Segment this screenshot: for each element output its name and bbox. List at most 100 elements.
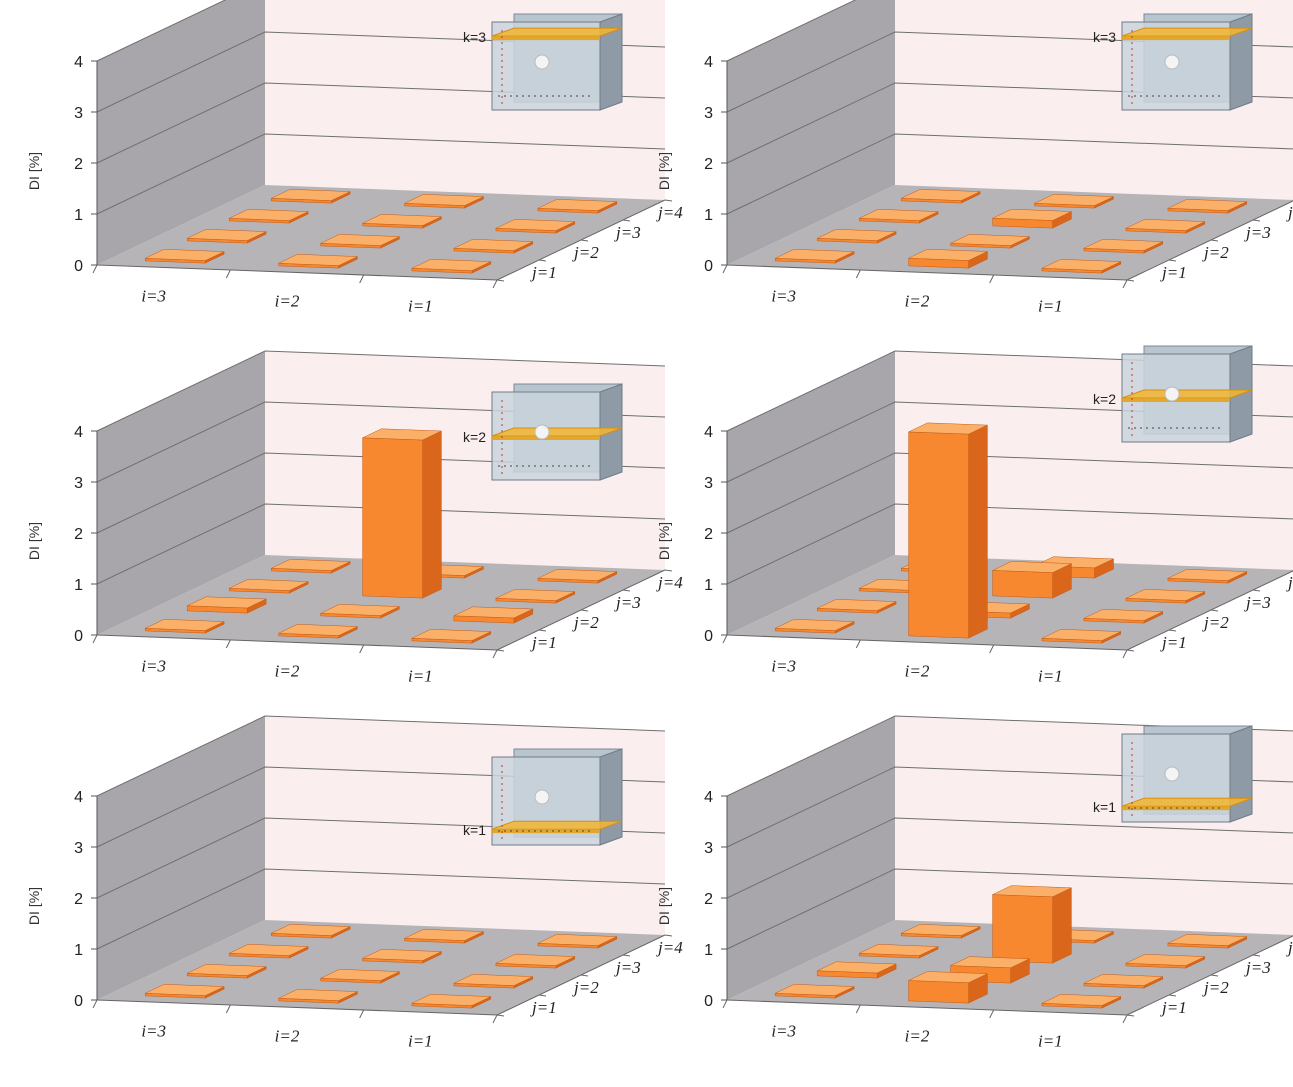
x-tick-mark [92, 634, 98, 644]
bar [908, 422, 988, 639]
z-tick-mark [538, 629, 547, 632]
z-tick-mark [664, 934, 673, 937]
figure: 0 1 2 3 4 DI [%] i=3 i=2 i=1 j=1 j=2 j=3 j=4 k=3 0 1 2 3… [26, 0, 1293, 1051]
bar [453, 606, 534, 624]
bar-top [145, 249, 225, 261]
bar-front [992, 894, 1053, 964]
z-tick-mark [580, 974, 589, 977]
z-category-label: j=2 [1202, 978, 1229, 997]
gridline [726, 133, 1293, 215]
inset-layer-plane [1121, 27, 1253, 37]
x-tick-mark [722, 999, 728, 1009]
bar [537, 569, 618, 584]
bar [816, 229, 897, 244]
x-category-label: i=1 [1038, 667, 1063, 686]
bar-top [320, 234, 400, 246]
z-category-label: j=1 [1160, 998, 1187, 1017]
x-tick-mark [855, 1004, 861, 1014]
bar [774, 984, 855, 999]
x-tick-mark [492, 649, 498, 659]
x-axis [726, 264, 1128, 281]
bar [278, 624, 358, 639]
bar-top [908, 248, 988, 261]
bar-top [901, 924, 981, 936]
inset-layer-plane [491, 820, 623, 830]
z-tick-mark [1252, 589, 1261, 592]
y-tick-label: 3 [74, 840, 83, 857]
bar-front [992, 570, 1053, 599]
z-tick-mark [580, 609, 589, 612]
floor [97, 555, 665, 650]
bar [411, 259, 492, 274]
x-tick-mark [359, 1009, 365, 1019]
bar-top [229, 579, 309, 591]
bar-top [1125, 219, 1205, 231]
bar-top [859, 209, 939, 221]
gridline [96, 868, 666, 950]
bar [1041, 629, 1122, 644]
y-tick-label: 1 [704, 942, 713, 959]
bar-top [992, 561, 1072, 573]
bar [950, 234, 1030, 249]
side-wall [97, 0, 265, 265]
z-tick-mark [622, 219, 631, 222]
bar [992, 208, 1072, 229]
bar [320, 234, 400, 249]
z-tick-mark [664, 199, 673, 202]
y-tick-label: 1 [704, 207, 713, 224]
x-tick-mark [92, 264, 98, 274]
bar [362, 949, 442, 964]
bar-top [187, 596, 267, 609]
z-tick-mark [1168, 994, 1177, 997]
gridline [96, 133, 666, 215]
x-tick-mark [92, 999, 98, 1009]
chart-panel-bottom-right: 0 1 2 3 4 DI [%] i=3 i=2 i=1 j=1 j=2 j=3 j=4 k=1 [635, 715, 1293, 1087]
y-tick-label: 3 [704, 105, 713, 122]
z-category-label: j=4 [1286, 573, 1293, 592]
y-tick-label: 2 [704, 526, 713, 543]
inset-sphere [1164, 54, 1180, 70]
bar [858, 209, 939, 224]
gridline [726, 817, 1293, 899]
bar [228, 209, 309, 224]
z-category-label: j=2 [1202, 243, 1229, 262]
bar-top [404, 194, 484, 206]
bar-top [775, 619, 855, 631]
x-tick-mark [722, 264, 728, 274]
bar [908, 248, 988, 269]
gridline [96, 350, 666, 432]
bar-top [320, 969, 400, 981]
bar-top [775, 984, 855, 996]
bar-top [992, 885, 1072, 898]
x-axis [726, 999, 1128, 1016]
z-tick-mark [1210, 609, 1219, 612]
z-category-label: j=3 [1244, 223, 1271, 242]
z-tick-mark [1168, 259, 1177, 262]
x-tick-mark [855, 639, 861, 649]
inset-layer-edge [1122, 36, 1230, 41]
x-tick-mark [359, 274, 365, 284]
x-tick-mark [225, 639, 231, 649]
y-tick-label: 3 [74, 475, 83, 492]
bar [144, 619, 225, 634]
layer-label: k=3 [1093, 29, 1116, 45]
bar-top [229, 944, 309, 956]
inset-right-face [1229, 725, 1253, 823]
bar [362, 214, 442, 229]
bar [320, 604, 400, 619]
bar [537, 199, 618, 214]
gridline [726, 452, 1293, 534]
bar-top [495, 954, 575, 966]
bar [278, 254, 358, 269]
inset-sphere [534, 424, 550, 440]
z-tick-mark [1168, 629, 1177, 632]
bar [1041, 259, 1122, 274]
chart-panel-middle-right: 0 1 2 3 4 DI [%] i=3 i=2 i=1 j=1 j=2 j=3 j=4 k=2 [635, 345, 1293, 722]
z-category-label: j=2 [572, 978, 599, 997]
y-tick-label: 0 [74, 258, 83, 275]
layer-inset-diagram: k=2 [463, 383, 623, 481]
z-tick-mark [1210, 974, 1219, 977]
y-tick-label: 1 [74, 207, 83, 224]
layer-inset-diagram: k=2 [1093, 345, 1253, 443]
z-category-label: j=2 [1202, 613, 1229, 632]
